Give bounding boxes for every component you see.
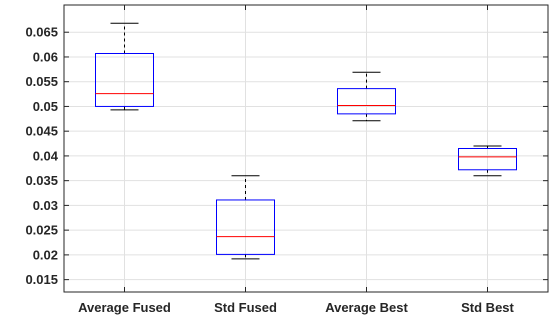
x-category-label: Std Fused [214,300,277,315]
y-tick-label: 0.06 [33,49,58,64]
iqr-box [337,88,396,115]
box-series [95,22,517,260]
box-group [95,22,154,111]
y-axis-ticks: 0.015 0.02 0.025 0.03 0.035 0.04 0.045 0.05 0.05… [25,25,548,287]
iqr-box [458,148,517,171]
x-category-label: Average Fused [78,300,171,315]
y-tick-label: 0.025 [25,223,58,238]
x-axis-ticks: Average Fused Std Fused Average Best Std Be… [78,5,515,315]
box-group [337,71,396,122]
y-tick-label: 0.02 [33,247,58,262]
y-tick-label: 0.015 [25,272,58,287]
iqr-box [95,52,154,107]
y-tick-label: 0.035 [25,173,58,188]
y-tick-label: 0.045 [25,124,58,139]
y-tick-label: 0.065 [25,25,58,40]
x-category-label: Std Best [461,300,514,315]
box-group [458,145,517,177]
plot-frame [63,4,549,293]
y-tick-label: 0.055 [25,74,58,89]
y-tick-label: 0.03 [33,198,58,213]
box-group [216,175,275,260]
y-tick-label: 0.04 [33,148,59,163]
y-tick-label: 0.05 [33,99,58,114]
iqr-box [216,199,275,255]
x-category-label: Average Best [325,300,408,315]
